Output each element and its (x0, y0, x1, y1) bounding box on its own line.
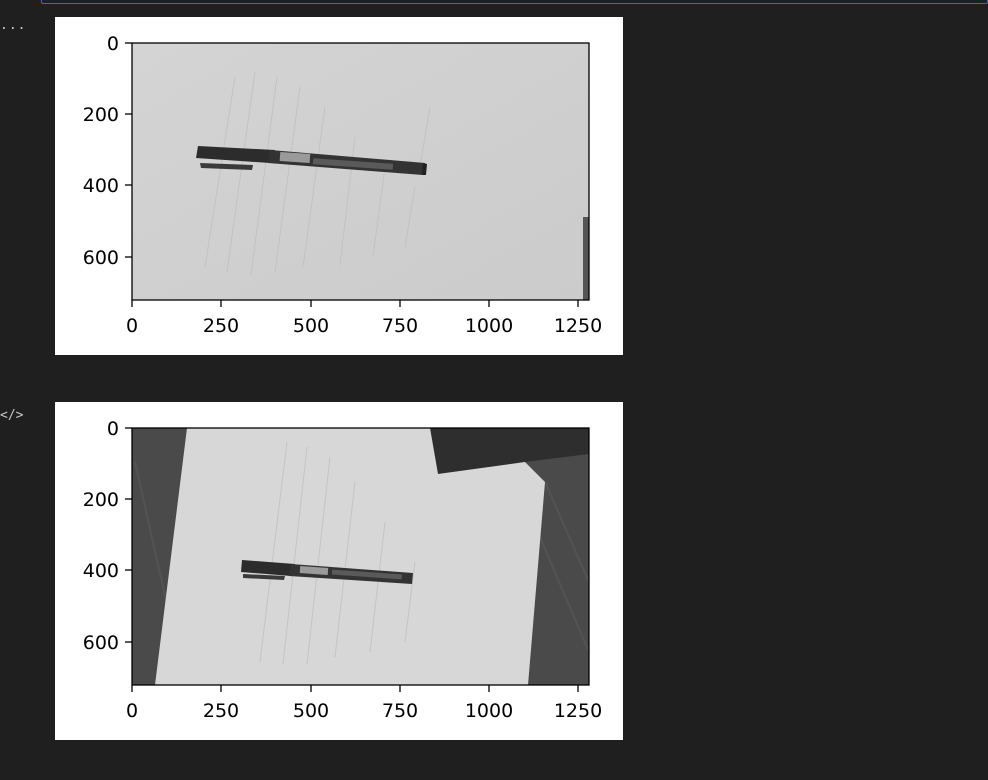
x-tick-label: 0 (126, 315, 138, 337)
x-tick-label: 1250 (554, 315, 602, 337)
x-tick-label: 1250 (554, 700, 602, 722)
x-tick-label: 500 (293, 315, 329, 337)
y-tick-label: 400 (83, 560, 119, 582)
x-tick-label: 1000 (465, 315, 513, 337)
x-tick-label: 1000 (465, 700, 513, 722)
y-tick-label: 200 (83, 104, 119, 126)
image-plot-2: 0 250 500 750 1000 1250 0 200 400 600 (83, 418, 602, 722)
x-tick-label: 500 (293, 700, 329, 722)
x-tick-label: 750 (382, 315, 418, 337)
selected-cell-border (41, 0, 988, 4)
y-tick-label: 400 (83, 175, 119, 197)
plot-output-1: 0 250 500 750 1000 1250 0 200 400 600 (55, 17, 623, 355)
marker-pen-1 (196, 146, 427, 175)
photo-2 (132, 428, 590, 686)
output-actions-icon[interactable]: ... (0, 18, 27, 33)
x-tick-label: 250 (203, 700, 239, 722)
y-tick-label: 0 (107, 33, 119, 55)
y-tick-label: 600 (83, 247, 119, 269)
x-tick-label: 0 (126, 700, 138, 722)
photo-1 (132, 43, 589, 300)
plot-output-2: 0 250 500 750 1000 1250 0 200 400 600 (55, 402, 623, 740)
output-renderer-icon[interactable]: </> (0, 408, 24, 423)
y-tick-label: 200 (83, 489, 119, 511)
x-tick-label: 750 (382, 700, 418, 722)
image-plot-1: 0 250 500 750 1000 1250 0 200 400 600 (83, 33, 602, 337)
y-tick-label: 0 (107, 418, 119, 440)
x-tick-label: 250 (203, 315, 239, 337)
marker-pen-2 (241, 560, 413, 584)
y-tick-label: 600 (83, 632, 119, 654)
